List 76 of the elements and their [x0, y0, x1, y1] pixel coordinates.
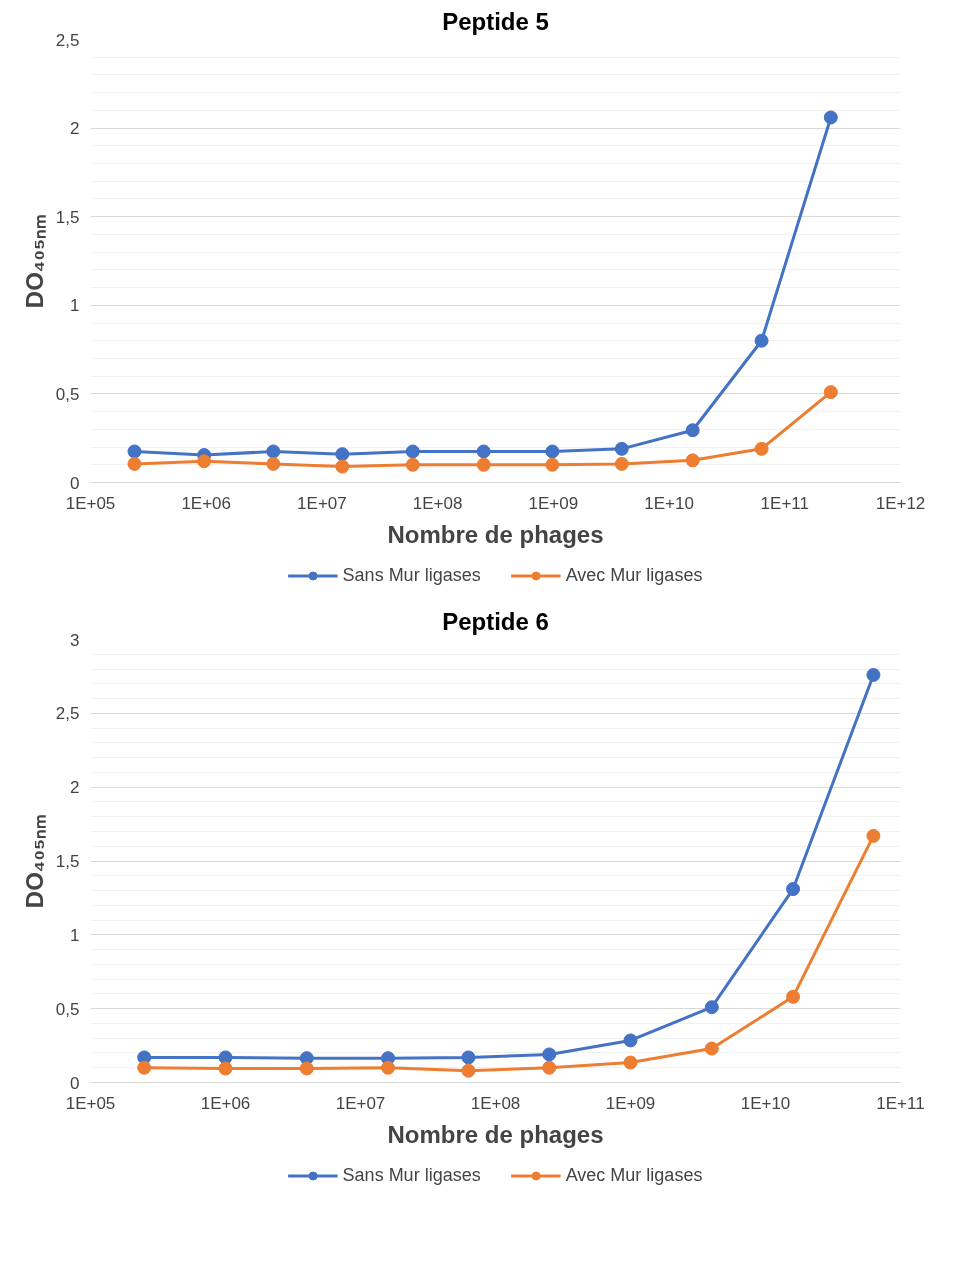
- y-tick-label: 2: [70, 119, 80, 139]
- y-tick-label: 1,5: [55, 207, 80, 227]
- y-tick-label: 0,5: [55, 384, 80, 404]
- x-tick-label: 1E+10: [740, 1093, 791, 1113]
- x-tick-label: 1E+07: [335, 1093, 386, 1113]
- point: [127, 456, 142, 471]
- point: [786, 882, 801, 897]
- x-tick-label: 1E+09: [528, 493, 579, 513]
- x-tick-label: 1E+12: [875, 493, 926, 513]
- y-axis-title: DO₄₀₅ₙₘ: [20, 213, 48, 309]
- point: [685, 453, 700, 468]
- point: [823, 110, 838, 125]
- x-axis-title: Nombre de phages: [387, 520, 604, 548]
- point: [823, 385, 838, 400]
- point: [704, 1041, 719, 1056]
- point: [545, 444, 560, 459]
- point: [218, 1061, 233, 1076]
- point: [381, 1060, 396, 1075]
- point: [623, 1055, 638, 1070]
- x-tick-label: 1E+10: [644, 493, 694, 513]
- y-tick-label: 2: [70, 778, 80, 798]
- point: [542, 1060, 557, 1075]
- point: [218, 1050, 233, 1065]
- y-tick-label: 1,5: [55, 852, 80, 871]
- y-tick-label: 1: [70, 925, 80, 945]
- point: [754, 441, 769, 456]
- chart-title: Peptide 6: [442, 607, 549, 635]
- point: [614, 441, 629, 456]
- point: [266, 444, 281, 459]
- point: [266, 456, 281, 471]
- x-tick-label: 1E+08: [412, 493, 463, 513]
- legend-label: Avec Mur ligases: [565, 564, 703, 586]
- point: [461, 1050, 476, 1065]
- point: [866, 828, 881, 843]
- point: [623, 1033, 638, 1048]
- point: [137, 1060, 152, 1075]
- point: [405, 457, 420, 472]
- point: [476, 457, 491, 472]
- point: [786, 989, 801, 1004]
- point: [197, 454, 212, 469]
- legend-label: Sans Mur ligases: [342, 564, 481, 586]
- point: [545, 457, 560, 472]
- y-axis-title: DO₄₀₅ₙₘ: [20, 813, 48, 909]
- y-tick-label: 2,5: [55, 30, 80, 50]
- point: [614, 456, 629, 471]
- legend-label: Sans Mur ligases: [342, 1164, 481, 1186]
- y-tick-label: 0: [70, 473, 80, 493]
- x-tick-label: 1E+07: [297, 493, 347, 513]
- x-tick-label: 1E+11: [760, 493, 809, 513]
- point: [335, 447, 350, 462]
- x-tick-label: 1E+06: [200, 1093, 251, 1113]
- point: [476, 444, 491, 459]
- point: [127, 444, 142, 459]
- x-tick-label: 1E+05: [65, 1093, 116, 1113]
- point: [754, 333, 769, 348]
- x-tick-label: 1E+06: [181, 493, 232, 513]
- point: [335, 459, 350, 474]
- y-tick-label: 0,5: [55, 999, 80, 1019]
- y-tick-label: 3: [70, 630, 80, 650]
- y-tick-label: 0: [70, 1073, 80, 1093]
- point: [405, 444, 420, 459]
- chart-title: Peptide 5: [442, 7, 549, 35]
- x-tick-label: 1E+05: [65, 493, 116, 513]
- x-tick-label: 1E+09: [605, 1093, 656, 1113]
- x-tick-label: 1E+11: [876, 1093, 925, 1113]
- point: [704, 1000, 719, 1015]
- y-tick-label: 2,5: [55, 704, 80, 724]
- point: [542, 1047, 557, 1062]
- point: [685, 423, 700, 438]
- legend-label: Avec Mur ligases: [565, 1164, 703, 1186]
- x-axis-title: Nombre de phages: [387, 1120, 604, 1148]
- point: [461, 1063, 476, 1078]
- y-tick-label: 1: [70, 296, 80, 316]
- x-tick-label: 1E+08: [470, 1093, 521, 1113]
- point: [299, 1061, 314, 1076]
- point: [866, 667, 881, 682]
